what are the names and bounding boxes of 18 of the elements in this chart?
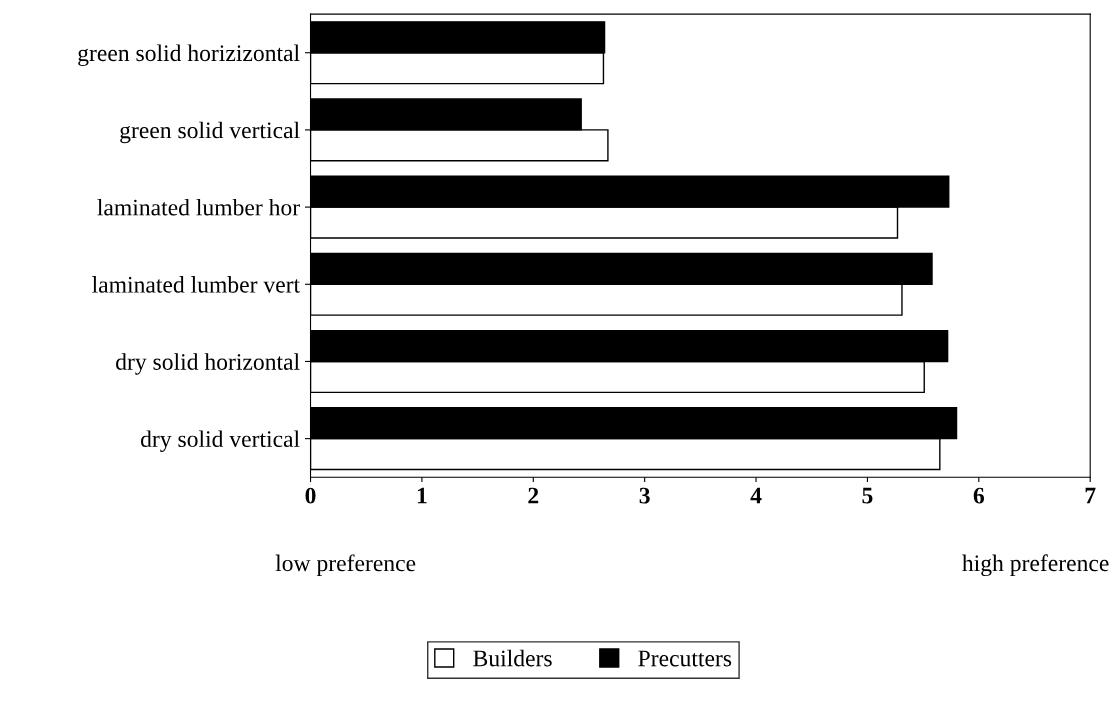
legend-label: Precutters	[638, 650, 732, 667]
text: low preference	[275, 554, 416, 577]
x-tick-label: 2	[528, 487, 539, 504]
y-tick-label: laminated lumber hor	[97, 198, 300, 216]
x-tick-label: 5	[862, 487, 873, 504]
y-tick-label: dry solid vertical	[140, 430, 300, 452]
x-tick-label: 6	[973, 487, 985, 504]
y-tick-label: green solid vertical	[120, 121, 300, 144]
x-tick-label: 4	[750, 487, 762, 504]
x-tick-label: 0	[305, 487, 316, 504]
y-tick-label: laminated lumber vert	[92, 276, 300, 293]
x-tick-label: 1	[417, 487, 427, 504]
x-tick-label: 3	[639, 487, 650, 504]
y-tick-label: green solid horizizontal	[78, 44, 300, 67]
x-tick-label: 7	[1085, 487, 1096, 504]
y-tick-label: dry solid horizontal	[116, 353, 300, 375]
legend-label: Builders	[473, 649, 552, 667]
text: high preference	[962, 554, 1109, 577]
